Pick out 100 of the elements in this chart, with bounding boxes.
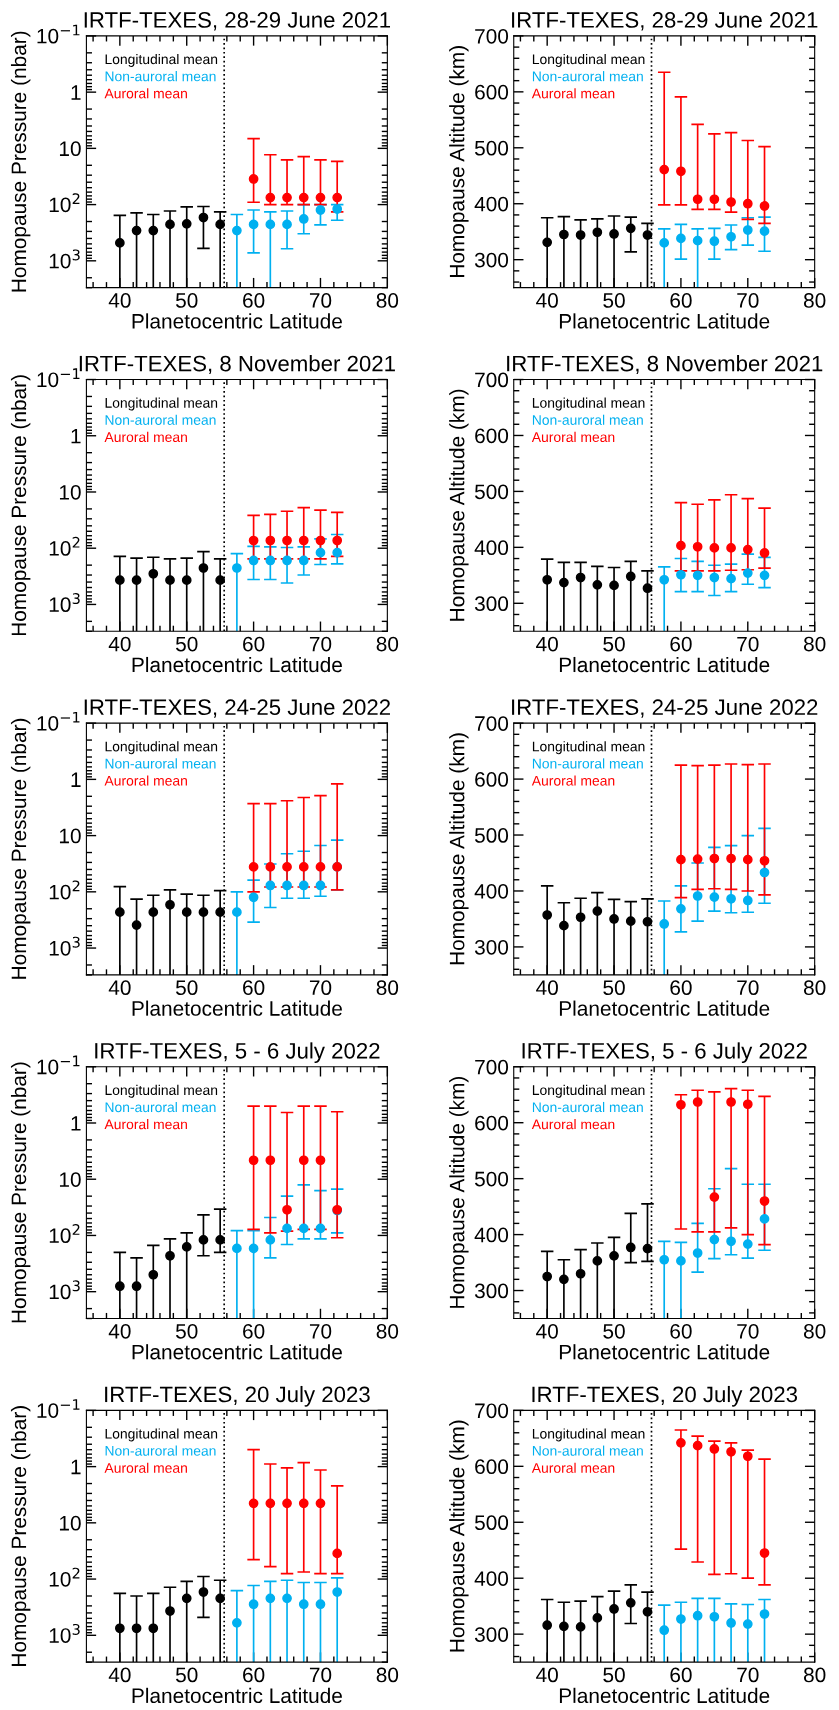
chart-title: IRTF-TEXES, 5 - 6 July 2022 xyxy=(522,1042,807,1064)
x-tick-label: 80 xyxy=(376,1667,399,1683)
x-tick-label: 60 xyxy=(243,1323,265,1339)
chart-title: IRTF-TEXES, 8 November 2021 xyxy=(79,355,395,375)
y-tick-label: 700 xyxy=(475,716,509,731)
y-tick-label: 700 xyxy=(475,1059,509,1075)
chart-title: IRTF-TEXES, 24-25 June 2022 xyxy=(512,699,818,718)
y-tick-label: 600 xyxy=(475,1115,509,1131)
text: Auroral mean xyxy=(531,1462,615,1473)
x-tick-label: 70 xyxy=(309,1667,332,1683)
x-tick-label: 60 xyxy=(243,1667,265,1683)
y-tick-label: 500 xyxy=(474,828,509,843)
y-axis-title: Homopause Pressure (nbar) xyxy=(10,375,31,636)
y-tick-label: 400 xyxy=(474,196,509,212)
y-tick-label: 600 xyxy=(475,84,509,100)
text: Non-auroral mean xyxy=(532,1101,643,1113)
x-tick-label: 70 xyxy=(737,636,759,652)
text: Auroral mean xyxy=(104,1119,187,1130)
x-tick-label: 80 xyxy=(803,636,826,652)
x-tick-label: 50 xyxy=(175,1323,198,1339)
legend-label: Longitudinal mean xyxy=(105,741,218,755)
legend-label: Longitudinal mean xyxy=(532,1084,645,1098)
y-tick-label: 1 xyxy=(71,1459,81,1475)
x-tick-label: 40 xyxy=(108,1323,131,1339)
y-axis-title: Homopause Altitude (km) xyxy=(449,1420,469,1652)
chart-title: IRTF-TEXES, 8 November 2021 xyxy=(507,355,823,375)
x-tick-label: 80 xyxy=(803,293,826,308)
text: Non-auroral mean xyxy=(532,71,643,82)
y-tick-label: 10$^{−1}$ xyxy=(37,1055,80,1075)
y-tick-label: 10$^{3}$ xyxy=(49,1623,80,1643)
chart-title: IRTF-TEXES, 28-29 June 2021 xyxy=(84,12,391,31)
y-tick-label: 400 xyxy=(474,883,509,899)
y-tick-label: 500 xyxy=(474,1171,509,1187)
legend-label: Longitudinal mean xyxy=(532,1428,645,1442)
x-axis-title: Planetocentric Latitude xyxy=(559,1344,770,1360)
y-tick-label: 10$^{3}$ xyxy=(49,249,80,269)
y-tick-label: 1 xyxy=(71,85,81,100)
y-tick-label: 10$^{−1}$ xyxy=(37,1399,80,1418)
x-tick-label: 50 xyxy=(175,293,198,308)
y-tick-label: 700 xyxy=(475,372,509,388)
y-axis-title: Homopause Altitude (km) xyxy=(449,389,469,621)
y-tick-label: 10 xyxy=(59,1515,81,1531)
x-tick-label: 50 xyxy=(603,636,625,652)
legend-label: Longitudinal mean xyxy=(532,53,645,67)
y-axis-title: Homopause Altitude (km) xyxy=(449,46,469,278)
y-tick-label: 10$^{−1}$ xyxy=(37,368,80,388)
y-tick-label: 10 xyxy=(59,484,81,500)
x-tick-label: 60 xyxy=(243,980,265,996)
legend-label: Longitudinal mean xyxy=(532,397,645,411)
y-tick-label: 10$^{2}$ xyxy=(49,1224,80,1244)
x-axis-title: Planetocentric Latitude xyxy=(132,1000,342,1016)
text: Auroral mean xyxy=(531,431,615,443)
x-tick-label: 70 xyxy=(309,636,332,652)
x-tick-label: 50 xyxy=(603,293,625,308)
x-axis-title: Planetocentric Latitude xyxy=(132,656,342,673)
x-tick-label: 40 xyxy=(536,636,558,652)
x-tick-label: 40 xyxy=(108,636,131,652)
x-tick-label: 60 xyxy=(670,980,692,996)
x-tick-label: 70 xyxy=(309,1323,332,1339)
legend-label: Longitudinal mean xyxy=(105,1428,218,1442)
y-tick-label: 400 xyxy=(474,1227,509,1243)
x-tick-label: 60 xyxy=(243,293,265,308)
y-axis-title: Homopause Altitude (km) xyxy=(449,1076,469,1308)
x-tick-label: 50 xyxy=(175,980,198,996)
chart-title: IRTF-TEXES, 20 July 2023 xyxy=(532,1385,798,1407)
x-tick-label: 80 xyxy=(376,293,399,308)
x-tick-label: 40 xyxy=(536,980,558,996)
y-axis-title: Homopause Pressure (nbar) xyxy=(10,718,31,979)
x-tick-label: 70 xyxy=(737,1667,759,1683)
y-tick-label: 10$^{2}$ xyxy=(49,193,80,213)
y-tick-label: 500 xyxy=(474,140,509,156)
x-tick-label: 70 xyxy=(309,293,332,308)
legend-label: Longitudinal mean xyxy=(105,1084,218,1098)
chart-title: IRTF-TEXES, 24-25 June 2022 xyxy=(84,699,390,718)
y-tick-label: 10$^{3}$ xyxy=(49,1280,80,1300)
y-tick-label: 300 xyxy=(474,596,509,612)
x-tick-label: 60 xyxy=(670,636,692,652)
text: Auroral mean xyxy=(531,775,615,786)
x-tick-label: 50 xyxy=(603,1323,625,1339)
y-tick-label: 10$^{2}$ xyxy=(49,1567,80,1587)
x-tick-label: 40 xyxy=(536,1323,558,1339)
legend-label: Longitudinal mean xyxy=(105,397,218,411)
x-tick-label: 70 xyxy=(309,980,332,996)
y-tick-label: 400 xyxy=(474,540,509,556)
y-axis-title: Homopause Pressure (nbar) xyxy=(10,31,31,292)
x-axis-title: Planetocentric Latitude xyxy=(132,1687,342,1704)
x-axis-title: Planetocentric Latitude xyxy=(559,313,770,329)
y-tick-label: 700 xyxy=(475,1403,509,1419)
y-tick-label: 10$^{3}$ xyxy=(49,593,80,613)
x-tick-label: 60 xyxy=(670,1667,692,1683)
x-axis-title: Planetocentric Latitude xyxy=(559,1000,770,1016)
x-tick-label: 80 xyxy=(376,980,399,996)
x-axis-title: Planetocentric Latitude xyxy=(559,656,770,673)
text: Auroral mean xyxy=(104,88,187,99)
chart-title: IRTF-TEXES, 20 July 2023 xyxy=(105,1385,370,1407)
x-tick-label: 50 xyxy=(175,636,198,652)
y-tick-label: 500 xyxy=(474,1515,509,1531)
y-axis-title: Homopause Altitude (km) xyxy=(449,733,469,965)
y-tick-label: 1 xyxy=(71,428,81,444)
y-tick-label: 300 xyxy=(474,252,509,268)
